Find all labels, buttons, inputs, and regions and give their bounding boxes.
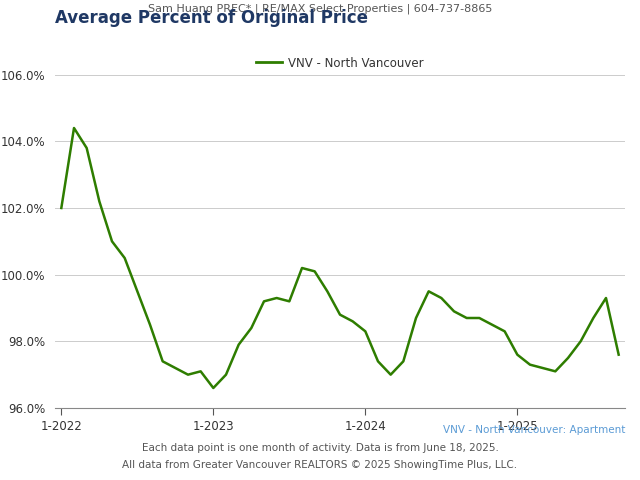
Text: VNV - North Vancouver: Apartment: VNV - North Vancouver: Apartment: [443, 425, 625, 435]
Text: All data from Greater Vancouver REALTORS © 2025 ShowingTime Plus, LLC.: All data from Greater Vancouver REALTORS…: [122, 460, 518, 470]
Text: Each data point is one month of activity. Data is from June 18, 2025.: Each data point is one month of activity…: [141, 443, 499, 453]
Text: Sam Huang PREC* | RE/MAX Select Properties | 604-737-8865: Sam Huang PREC* | RE/MAX Select Properti…: [148, 4, 492, 14]
Legend: VNV - North Vancouver: VNV - North Vancouver: [252, 52, 428, 74]
Text: Average Percent of Original Price: Average Percent of Original Price: [55, 9, 368, 27]
